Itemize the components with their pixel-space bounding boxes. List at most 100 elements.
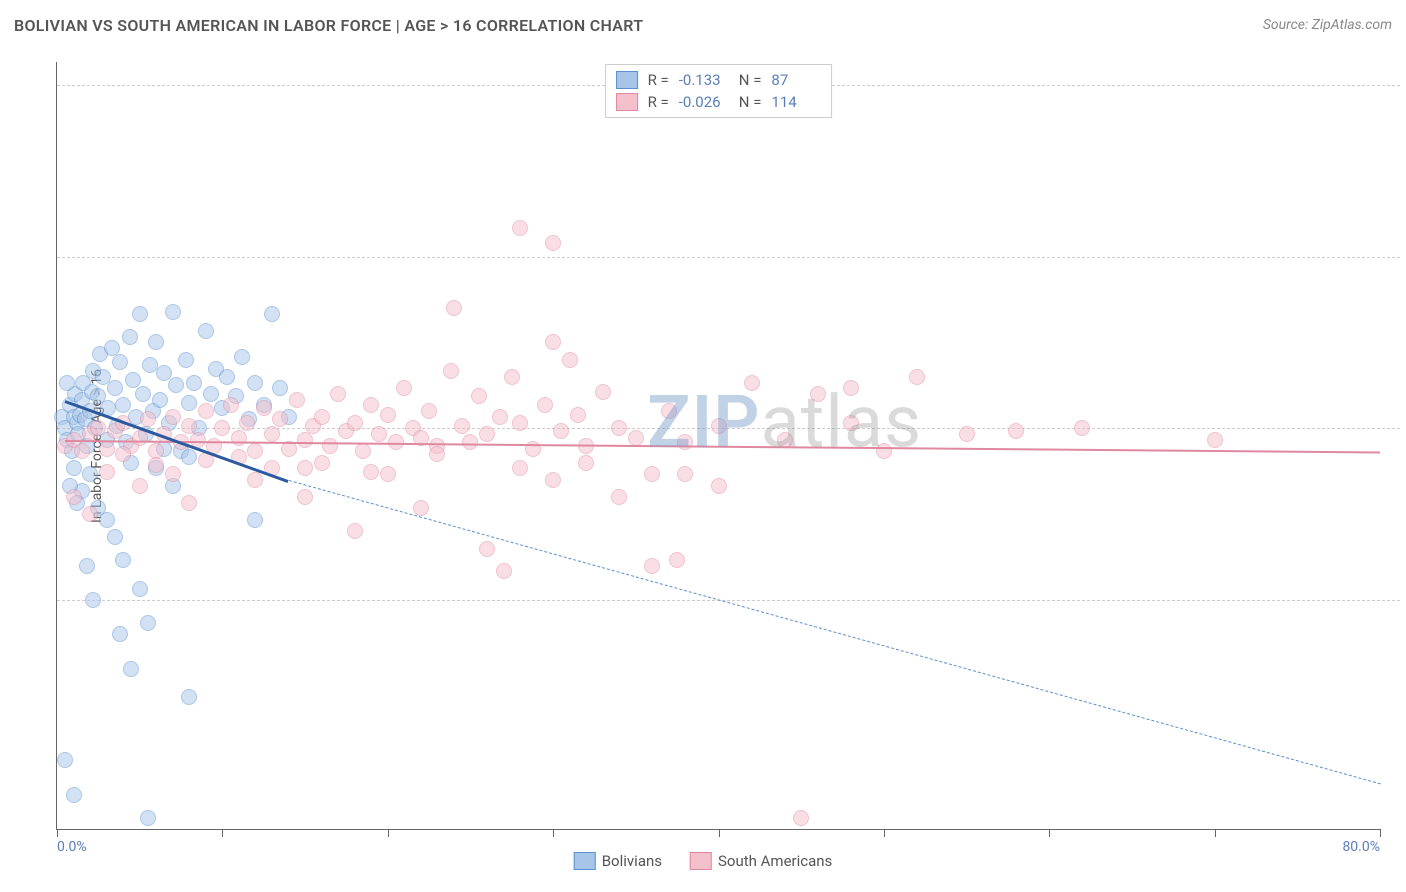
data-point xyxy=(512,415,528,431)
data-point xyxy=(125,372,141,388)
data-point xyxy=(231,449,247,465)
data-point xyxy=(132,478,148,494)
data-point xyxy=(264,426,280,442)
trend-line xyxy=(288,480,1380,784)
data-point xyxy=(82,506,98,522)
data-point xyxy=(429,438,445,454)
data-point xyxy=(239,415,255,431)
data-point xyxy=(462,434,478,450)
data-point xyxy=(115,397,131,413)
data-point xyxy=(57,752,73,768)
data-point xyxy=(314,455,330,471)
data-point xyxy=(264,460,280,476)
data-point xyxy=(62,478,78,494)
data-point xyxy=(876,443,892,459)
data-point xyxy=(82,426,98,442)
data-point xyxy=(611,489,627,505)
data-point xyxy=(107,529,123,545)
data-point xyxy=(479,426,495,442)
gridline xyxy=(57,257,1400,258)
data-point xyxy=(122,329,138,345)
data-point xyxy=(644,558,660,574)
data-point xyxy=(380,407,396,423)
data-point xyxy=(553,423,569,439)
watermark-part1: ZIP xyxy=(647,380,760,465)
data-point xyxy=(355,443,371,459)
legend-row-southamericans: R = -0.026 N = 114 xyxy=(616,91,822,113)
data-point xyxy=(909,369,925,385)
data-point xyxy=(107,423,123,439)
data-point xyxy=(104,340,120,356)
data-point xyxy=(644,466,660,482)
data-point xyxy=(181,495,197,511)
swatch-southamericans xyxy=(690,852,712,870)
data-point xyxy=(82,403,98,419)
data-point xyxy=(512,220,528,236)
data-point xyxy=(793,810,809,826)
r-label: R = xyxy=(648,93,669,111)
data-point xyxy=(142,357,158,373)
data-point xyxy=(66,787,82,803)
data-point xyxy=(396,380,412,396)
x-tick xyxy=(222,829,223,837)
r-label: R = xyxy=(648,71,669,89)
data-point xyxy=(677,434,693,450)
data-point xyxy=(140,810,156,826)
legend-item-southamericans: South Americans xyxy=(690,852,832,870)
data-point xyxy=(247,472,263,488)
data-point xyxy=(85,363,101,379)
data-point xyxy=(330,386,346,402)
x-tick xyxy=(553,829,554,837)
data-point xyxy=(305,418,321,434)
data-point xyxy=(72,407,88,423)
legend-label-southamericans: South Americans xyxy=(718,852,832,870)
watermark-part2: atlas xyxy=(761,380,923,465)
data-point xyxy=(203,386,219,402)
data-point xyxy=(512,460,528,476)
data-point xyxy=(178,352,194,368)
data-point xyxy=(198,323,214,339)
data-point xyxy=(247,512,263,528)
series-legend: Bolivians South Americans xyxy=(574,852,833,870)
data-point xyxy=(231,430,247,446)
data-point xyxy=(297,432,313,448)
data-point xyxy=(264,306,280,322)
data-point xyxy=(66,432,82,448)
legend-row-bolivians: R = -0.133 N = 87 xyxy=(616,69,822,91)
data-point xyxy=(843,415,859,431)
data-point xyxy=(165,466,181,482)
data-point xyxy=(99,512,115,528)
data-point xyxy=(140,615,156,631)
data-point xyxy=(181,418,197,434)
data-point xyxy=(138,426,154,442)
data-point xyxy=(256,400,272,416)
data-point xyxy=(59,375,75,391)
data-point xyxy=(234,349,250,365)
r-value-southamericans: -0.026 xyxy=(679,93,729,111)
trend-line xyxy=(65,440,1380,453)
data-point xyxy=(82,466,98,482)
data-point xyxy=(611,420,627,436)
correlation-legend: R = -0.133 N = 87 R = -0.026 N = 114 xyxy=(605,64,833,118)
data-point xyxy=(74,443,90,459)
data-point xyxy=(272,411,288,427)
data-point xyxy=(112,354,128,370)
data-point xyxy=(661,403,677,419)
data-point xyxy=(214,400,230,416)
data-point xyxy=(545,334,561,350)
data-point xyxy=(99,432,115,448)
data-point xyxy=(380,466,396,482)
data-point xyxy=(777,432,793,448)
data-point xyxy=(363,464,379,480)
data-point xyxy=(421,403,437,419)
y-tick-label: 85.0% xyxy=(1400,249,1406,265)
data-point xyxy=(123,661,139,677)
data-point xyxy=(100,400,116,416)
data-point xyxy=(148,443,164,459)
data-point xyxy=(545,235,561,251)
data-point xyxy=(90,420,106,436)
x-tick xyxy=(719,829,720,837)
data-point xyxy=(198,403,214,419)
data-point xyxy=(191,420,207,436)
data-point xyxy=(132,306,148,322)
